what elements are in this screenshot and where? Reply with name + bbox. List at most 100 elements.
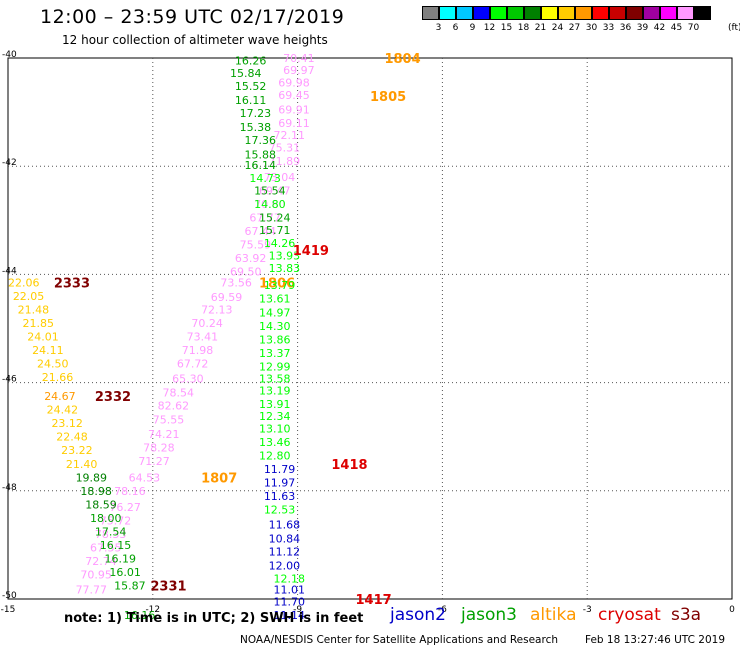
wave-height-value: 21.85 — [22, 317, 54, 330]
lat-tick-label: -46 — [2, 375, 17, 385]
wave-height-value: 11.63 — [264, 490, 296, 503]
lon-tick-label: -15 — [1, 605, 16, 615]
wave-height-value: 22.05 — [13, 290, 45, 303]
legend-swatch — [660, 6, 677, 20]
wave-height-value: 16.01 — [109, 566, 141, 579]
legend-label: 9 — [469, 23, 476, 33]
wave-height-value: 13.86 — [259, 333, 291, 346]
wave-height-value: 75.31 — [269, 141, 301, 154]
legend-swatch — [456, 6, 473, 20]
legend-label: 30 — [585, 23, 598, 33]
wave-height-value: 13.58 — [259, 372, 291, 385]
legend-swatch — [490, 6, 507, 20]
wave-height-value: 75.59 — [240, 239, 272, 252]
wave-height-value: 67.72 — [177, 358, 209, 371]
wave-height-value: 16.15 — [100, 539, 132, 552]
legend-swatch — [439, 6, 456, 20]
legend-label: 39 — [636, 23, 649, 33]
legend-swatch — [592, 6, 609, 20]
wave-height-value: 15.88 — [245, 148, 276, 161]
legend-unit: (ft) — [728, 23, 740, 33]
wave-height-value: 15.38 — [240, 121, 272, 134]
wave-height-value: 13.93 — [269, 249, 301, 262]
track-id-label: 1804 — [384, 52, 420, 67]
wave-height-value: 21.48 — [18, 304, 50, 317]
satellite-name-jason3: jason3 — [461, 605, 517, 625]
wave-height-value: 12.99 — [259, 360, 291, 373]
satellite-name-jason2: jason2 — [390, 605, 446, 625]
legend-label: 45 — [670, 23, 683, 33]
wave-height-value: 71.89 — [269, 155, 301, 168]
satellite-name-cryosat: cryosat — [598, 605, 661, 625]
wave-height-value: 23.12 — [51, 417, 83, 430]
track-id-label: 1805 — [370, 90, 406, 105]
wave-height-value: 11.12 — [269, 545, 301, 558]
wave-height-value: 69.59 — [211, 291, 243, 304]
wave-height-value: 11.14 — [273, 609, 305, 622]
wave-height-value: 76.27 — [109, 501, 141, 514]
wave-height-value: 14.30 — [259, 320, 291, 333]
wave-height-value: 69.11 — [278, 117, 310, 130]
wave-height-value: 22.06 — [8, 277, 40, 290]
wave-height-value: 21.40 — [66, 458, 98, 471]
track-id-label: 2331 — [150, 579, 186, 594]
legend-label: 36 — [619, 23, 632, 33]
wave-height-value: 75.72 — [100, 515, 132, 528]
wave-height-value: 15.52 — [235, 80, 267, 93]
wave-height-value: 19.89 — [76, 471, 108, 484]
track-id-label: 2333 — [54, 277, 90, 292]
wave-height-value: 24.67 — [44, 390, 75, 403]
legend-swatch — [422, 6, 439, 20]
wave-height-value: 11.70 — [273, 596, 305, 609]
wave-height-value: 70.95 — [80, 569, 112, 582]
wave-height-value: 73.41 — [187, 331, 219, 344]
wave-height-value: 13.37 — [259, 347, 291, 360]
lat-tick-label: -42 — [2, 158, 17, 168]
legend-label: 18 — [517, 23, 530, 33]
wave-height-value: 70.24 — [191, 317, 223, 330]
wave-height-value: 12.00 — [269, 559, 301, 572]
wave-height-value: 13.79 — [264, 279, 296, 292]
wave-height-value: 16.26 — [235, 55, 267, 68]
legend-swatch — [473, 6, 490, 20]
wave-height-value: 69.45 — [278, 89, 310, 102]
wave-height-value: 63.92 — [235, 252, 267, 265]
wave-height-value: 77.77 — [76, 583, 108, 596]
lat-tick-label: -50 — [2, 591, 17, 601]
wave-height-value: 24.50 — [37, 358, 69, 371]
wave-height-value: 13.46 — [259, 436, 291, 449]
wave-height-value: 78.33 — [95, 528, 127, 541]
legend-swatch — [609, 6, 626, 20]
wave-height-value: 67.55 — [90, 542, 122, 555]
lat-tick-label: -40 — [2, 50, 17, 60]
wave-height-value: 13.10 — [259, 423, 291, 436]
wave-height-value: 18.00 — [90, 512, 122, 525]
wave-height-value: 24.01 — [27, 331, 59, 344]
legend-label: 24 — [551, 23, 564, 33]
wave-height-value: 15.24 — [259, 212, 291, 225]
wave-height-value: 23.22 — [61, 444, 93, 457]
wave-height-value: 15.54 — [254, 185, 286, 198]
wave-height-value: 14.73 — [249, 172, 280, 185]
wave-height-value: 17.54 — [95, 525, 127, 538]
satellite-name-altika: altika — [530, 605, 577, 625]
wave-height-value: 72.74 — [85, 555, 117, 568]
wave-height-value: 11.97 — [264, 477, 296, 490]
legend-swatch — [694, 6, 711, 20]
wave-height-value: 82.62 — [158, 399, 190, 412]
legend-swatch — [575, 6, 592, 20]
map-frame — [7, 57, 733, 600]
wave-height-value: 14.80 — [254, 198, 286, 211]
legend-label: 3 — [435, 23, 442, 33]
lon-tick-label: -3 — [583, 605, 592, 615]
legend-label: 6 — [452, 23, 459, 33]
legend-swatch — [541, 6, 558, 20]
legend-label: 15 — [500, 23, 513, 33]
legend-label: 27 — [568, 23, 581, 33]
page-title: 12:00 – 23:59 UTC 02/17/2019 — [40, 6, 345, 28]
wave-height-value: 16.16 — [124, 609, 156, 622]
wave-height-value: 24.11 — [32, 344, 64, 357]
wave-height-value: 13.19 — [259, 385, 291, 398]
